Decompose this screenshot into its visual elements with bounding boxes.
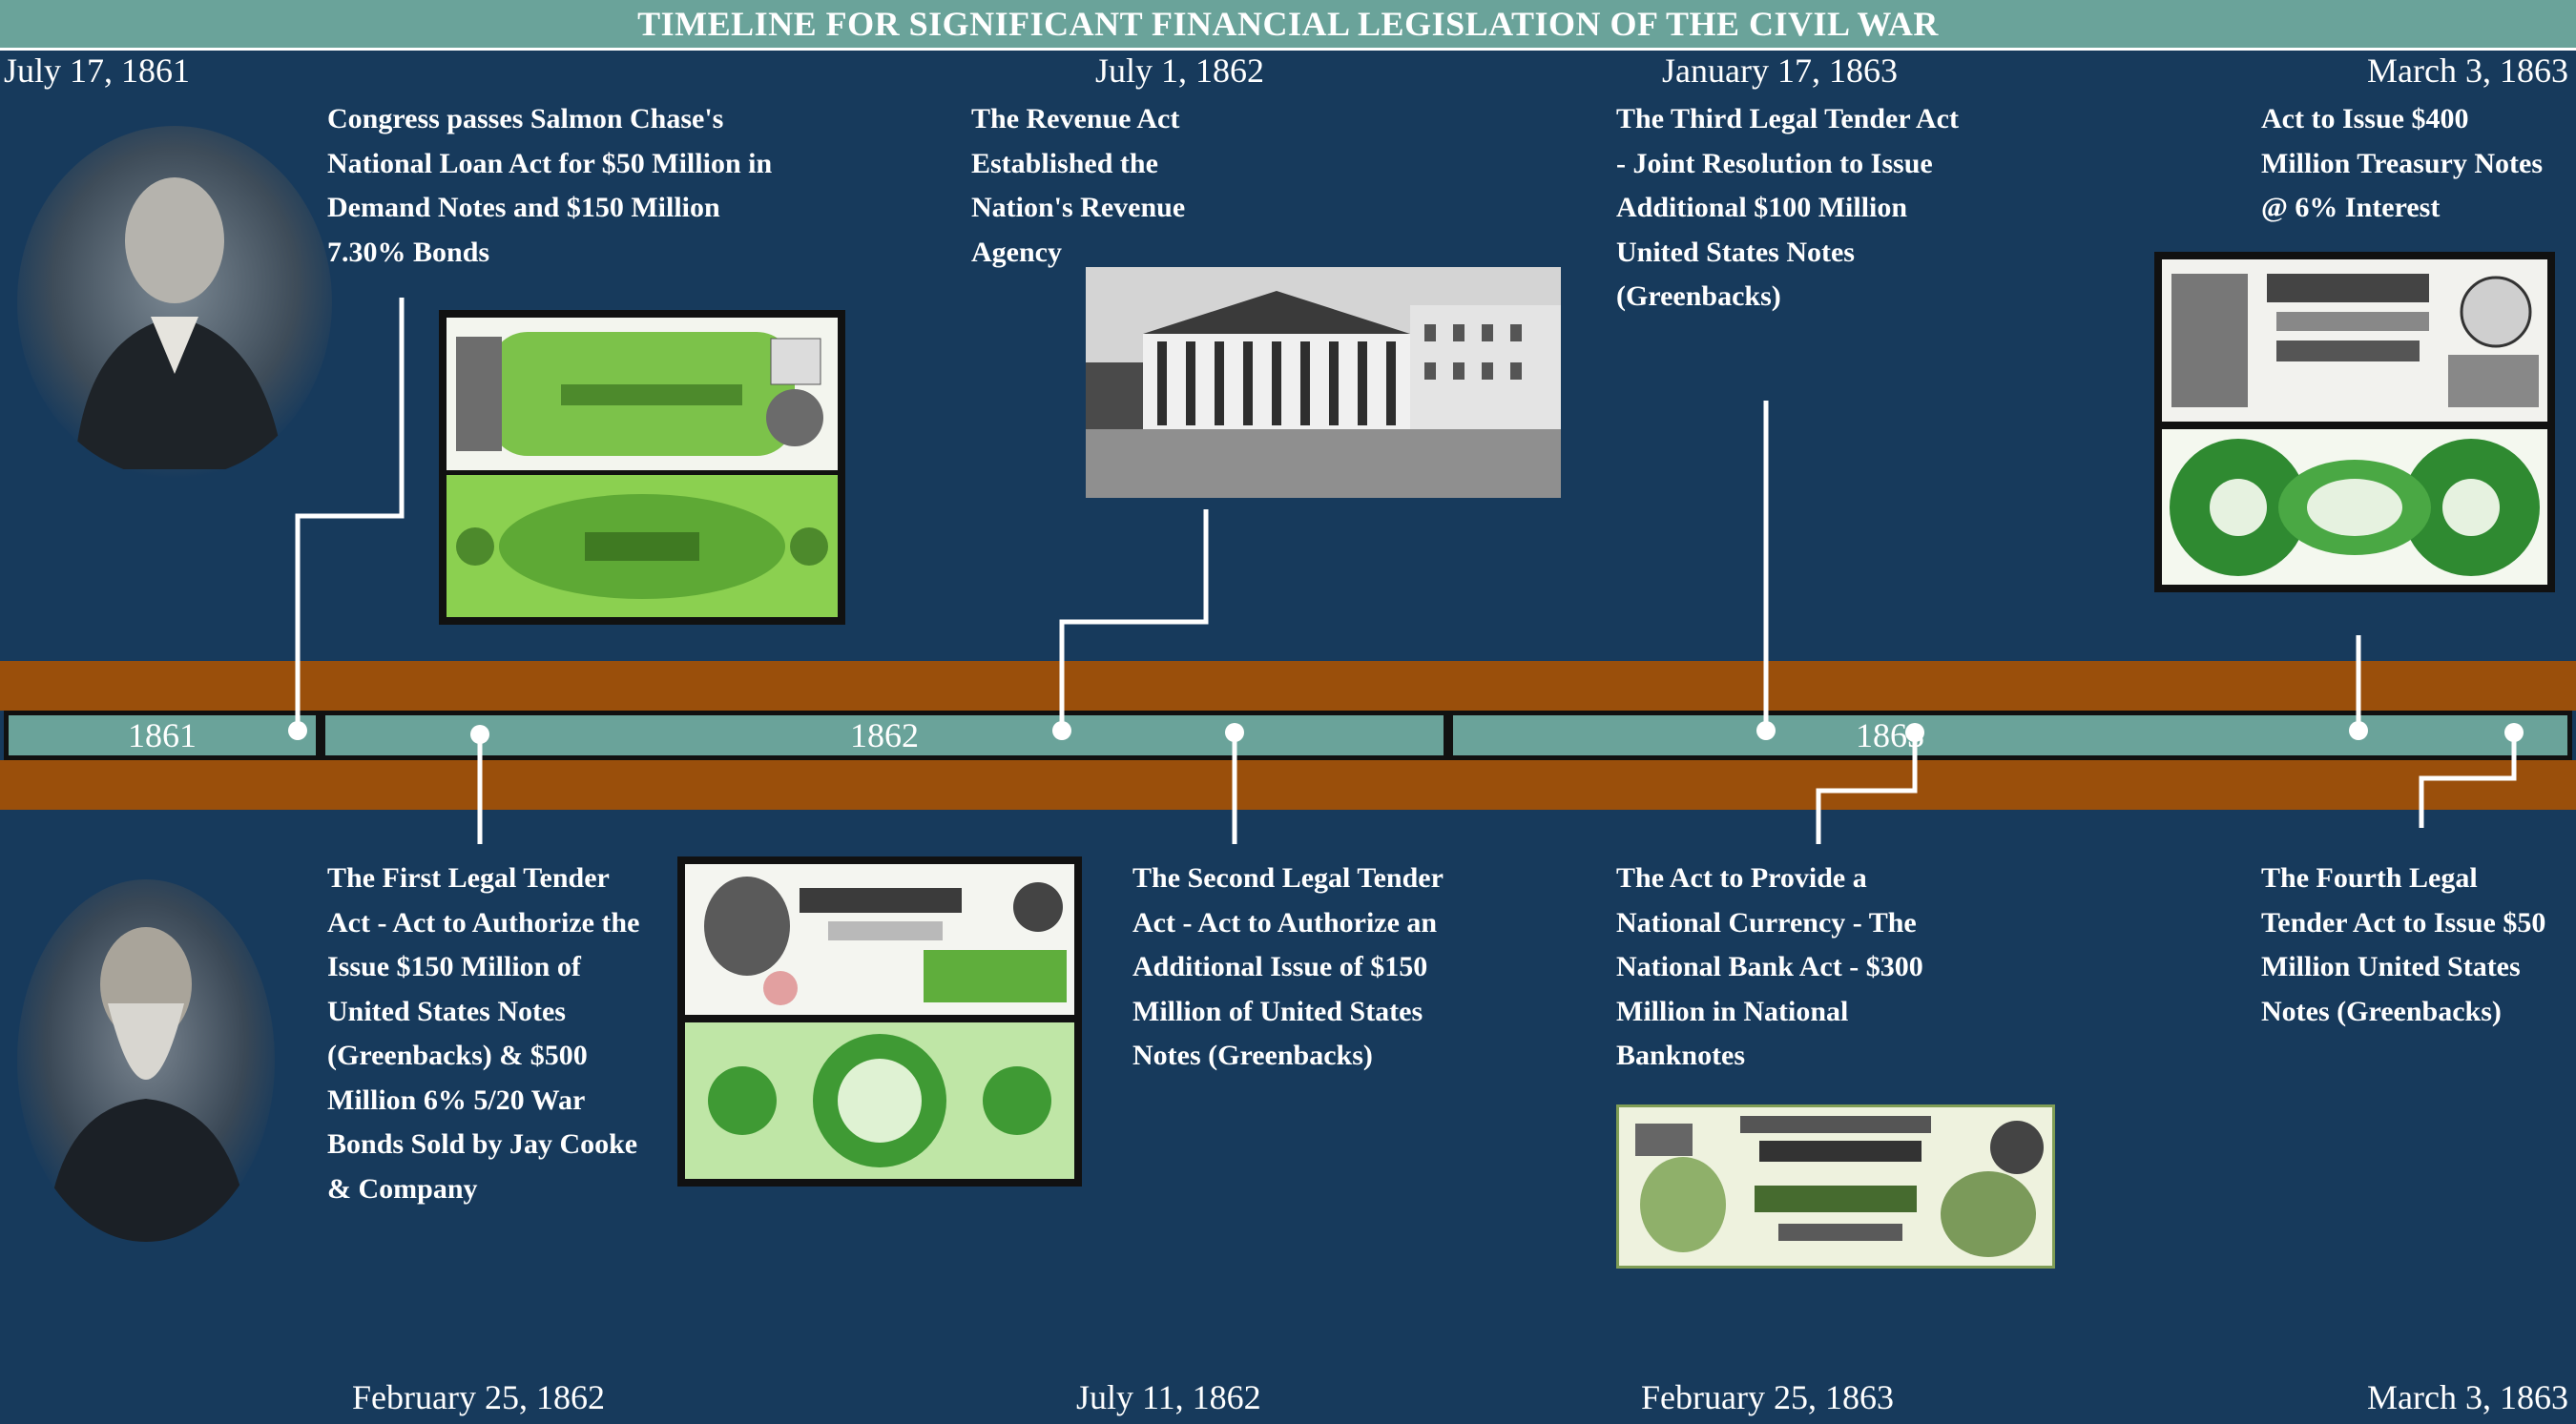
event-second-legal-tender-act: The Second Legal Tender Act - Act to Aut… [1132, 862, 1444, 1071]
connector-july-1-1862 [1059, 509, 1209, 731]
five-dollar-demand-note-image [439, 310, 845, 625]
connector-february-25-1863 [1816, 734, 1918, 844]
portrait-salmon-chase [17, 126, 332, 479]
date-march-3-1863-bottom: March 3, 1863 [2367, 1378, 2568, 1416]
event-treasury-notes-act: Act to Issue $400 Million Treasury Notes… [2261, 103, 2543, 223]
marker-january-17-1863 [1756, 721, 1776, 740]
marker-march-3-1863-top [2349, 721, 2368, 740]
marker-february-25-1862 [470, 725, 489, 744]
event-first-legal-tender-act: The First Legal Tender Act - Act to Auth… [327, 862, 640, 1205]
portrait-jay-cooke [17, 879, 275, 1242]
event-third-legal-tender-act: The Third Legal Tender Act - Joint Resol… [1616, 103, 1959, 312]
marker-july-11-1862 [1225, 723, 1244, 742]
ten-dollar-national-bank-note-image [1613, 1102, 2058, 1271]
marker-march-3-1863-bottom [2504, 723, 2524, 742]
date-january-17-1863: January 17, 1863 [1662, 52, 1898, 90]
timeline-segment-1862: 1862 [321, 711, 1448, 760]
date-july-1-1862: July 1, 1862 [1095, 52, 1265, 90]
year-label-1862: 1862 [850, 716, 919, 754]
date-july-11-1862: July 11, 1862 [1076, 1378, 1261, 1416]
one-dollar-greenback-image [677, 856, 1082, 1187]
connector-march-3-1863-bottom [2419, 734, 2517, 828]
page-title: TIMELINE FOR SIGNIFICANT FINANCIAL LEGIS… [0, 0, 2576, 51]
date-march-3-1863-top: March 3, 1863 [2367, 52, 2568, 90]
five-hundred-dollar-treasury-note-image [2154, 252, 2555, 592]
timeline-band-top [0, 661, 2576, 711]
marker-july-1-1862 [1052, 721, 1071, 740]
date-february-25-1862: February 25, 1862 [352, 1378, 605, 1416]
marker-july-17-1861 [288, 721, 307, 740]
date-february-25-1863: February 25, 1863 [1641, 1378, 1894, 1416]
event-national-loan-act: Congress passes Salmon Chase's National … [327, 103, 773, 268]
treasury-building-photo [1086, 267, 1561, 498]
event-national-bank-act: The Act to Provide a National Currency -… [1616, 862, 1923, 1071]
date-july-17-1861: July 17, 1861 [4, 52, 191, 90]
event-fourth-legal-tender-act: The Fourth Legal Tender Act to Issue $50… [2261, 862, 2546, 1027]
timeline-segment-1861: 1861 [4, 711, 321, 760]
marker-february-25-1863 [1905, 723, 1924, 742]
timeline-band-bottom [0, 760, 2576, 810]
connector-july-17-1861 [295, 298, 405, 731]
event-revenue-act: The Revenue Act Established the Nation's… [971, 103, 1186, 268]
year-label-1861: 1861 [128, 716, 197, 754]
timeline-segment-1863: 1863 [1448, 711, 2572, 760]
